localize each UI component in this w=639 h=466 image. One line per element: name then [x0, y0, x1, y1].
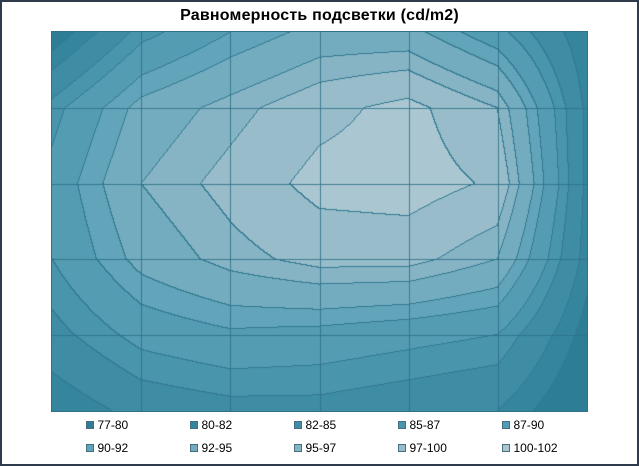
legend-item-92-95: 92-95 — [164, 441, 268, 455]
legend-row-2: 90-92 92-95 95-97 97-100 100-102 — [2, 436, 637, 459]
legend-label: 82-85 — [305, 417, 337, 432]
legend-label: 92-95 — [201, 440, 233, 455]
chart-title: Равномерность подсветки (cd/m2) — [180, 7, 459, 24]
legend-swatch-97-100 — [397, 443, 406, 452]
legend-swatch-85-87 — [397, 420, 406, 429]
legend-item-85-87: 85-87 — [372, 418, 476, 432]
legend-label: 100-102 — [513, 440, 558, 455]
legend-swatch-92-95 — [189, 443, 198, 452]
legend-swatch-100-102 — [501, 443, 510, 452]
legend-swatch-90-92 — [85, 443, 94, 452]
legend-item-100-102: 100-102 — [476, 441, 580, 455]
legend-swatch-80-82 — [189, 420, 198, 429]
legend-label: 97-100 — [409, 440, 447, 455]
legend-swatch-77-80 — [85, 420, 94, 429]
contour-canvas — [52, 32, 587, 411]
legend-label: 80-82 — [201, 417, 233, 432]
legend-item-80-82: 80-82 — [164, 418, 268, 432]
legend-row-1: 77-80 80-82 82-85 85-87 87-90 — [2, 413, 637, 436]
legend-label: 90-92 — [97, 440, 129, 455]
legend-swatch-87-90 — [501, 420, 510, 429]
legend-item-77-80: 77-80 — [60, 418, 164, 432]
legend-label: 77-80 — [97, 417, 129, 432]
legend-item-87-90: 87-90 — [476, 418, 580, 432]
legend-swatch-82-85 — [293, 420, 302, 429]
plot-area — [51, 31, 588, 412]
legend-swatch-95-97 — [293, 443, 302, 452]
legend-label: 95-97 — [305, 440, 337, 455]
legend-item-97-100: 97-100 — [372, 441, 476, 455]
legend-item-95-97: 95-97 — [268, 441, 372, 455]
legend-label: 87-90 — [513, 417, 545, 432]
legend-label: 85-87 — [409, 417, 441, 432]
legend-item-82-85: 82-85 — [268, 418, 372, 432]
legend: 77-80 80-82 82-85 85-87 87-90 90-92 — [2, 413, 637, 459]
legend-item-90-92: 90-92 — [60, 441, 164, 455]
